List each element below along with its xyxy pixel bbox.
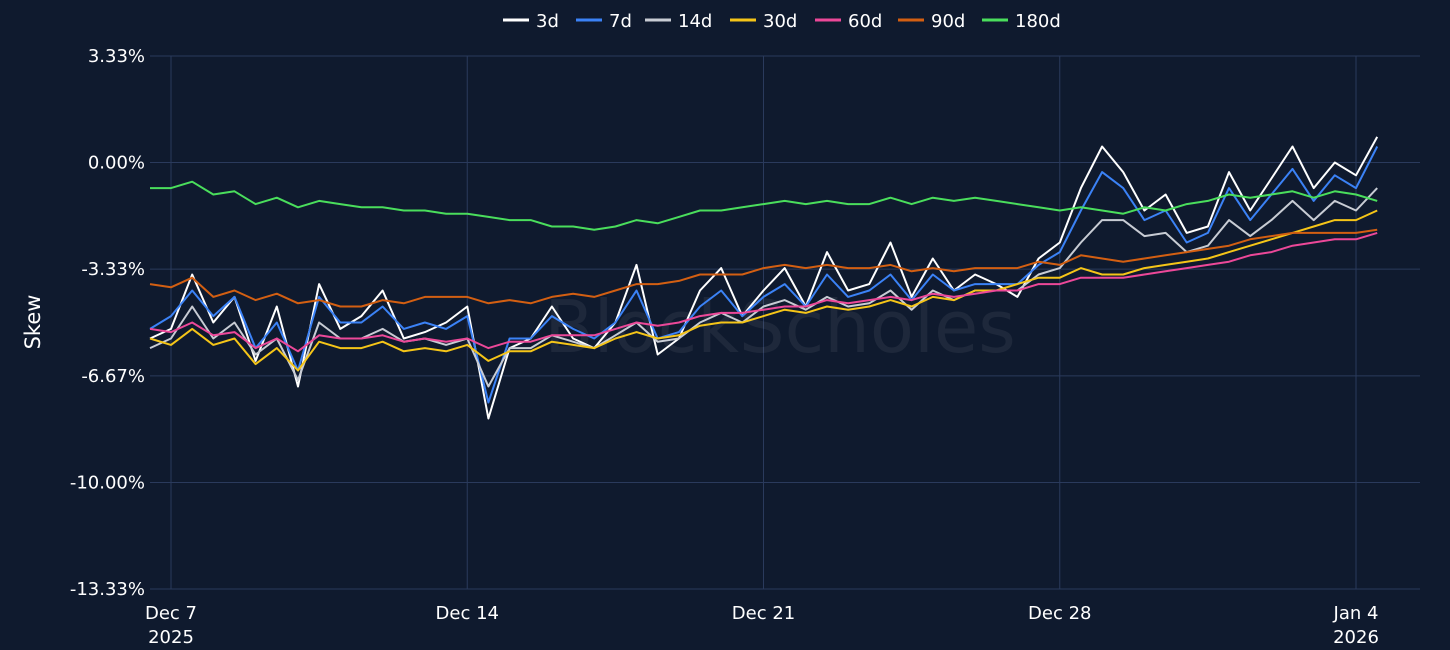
- x-tick-label: Dec 14: [436, 603, 499, 624]
- x-axis-ticks: Dec 7 2025 Dec 14 Dec 21 Dec 28 Jan 4 2026: [145, 603, 1379, 648]
- x-tick-year-label: 2025: [148, 627, 194, 648]
- y-tick-label: -3.33%: [81, 259, 145, 280]
- legend-label: 14d: [678, 11, 712, 32]
- legend-item-14d[interactable]: 14d: [645, 11, 712, 32]
- legend-item-30d[interactable]: 30d: [730, 11, 797, 32]
- series-line-30d: [149, 209, 1378, 372]
- legend-label: 3d: [536, 11, 559, 32]
- y-tick-label: -6.67%: [81, 366, 145, 387]
- legend-item-3d[interactable]: 3d: [503, 11, 559, 32]
- series-line-3d: [149, 136, 1379, 420]
- legend-label: 7d: [609, 11, 632, 32]
- x-tick-label: Jan 4: [1333, 603, 1379, 624]
- legend: 3d 7d 14d 30d 60d 90d 180d: [503, 11, 1061, 32]
- y-tick-label: 3.33%: [88, 46, 145, 67]
- series-lines: [149, 136, 1379, 420]
- x-tick-year-label: 2026: [1333, 627, 1379, 648]
- legend-item-90d[interactable]: 90d: [898, 11, 965, 32]
- legend-label: 90d: [931, 11, 965, 32]
- series-line-7d: [149, 146, 1379, 404]
- x-tick-label: Dec 28: [1028, 603, 1091, 624]
- x-tick-label: Dec 21: [732, 603, 795, 624]
- series-line-180d: [150, 180, 1378, 231]
- legend-item-7d[interactable]: 7d: [576, 11, 632, 32]
- watermark: BlockScholes: [544, 285, 1016, 369]
- y-axis-ticks: 3.33% 0.00% -3.33% -6.67% -10.00% -13.33%: [70, 46, 145, 600]
- y-tick-label: 0.00%: [88, 153, 145, 174]
- series-line-90d: [149, 228, 1378, 308]
- legend-item-180d[interactable]: 180d: [982, 11, 1061, 32]
- legend-item-60d[interactable]: 60d: [815, 11, 882, 32]
- legend-label: 180d: [1015, 11, 1061, 32]
- x-tick-label: Dec 7: [145, 603, 197, 624]
- series-line-60d: [149, 231, 1378, 353]
- legend-label: 60d: [848, 11, 882, 32]
- legend-label: 30d: [763, 11, 797, 32]
- y-axis-title: Skew: [21, 295, 45, 350]
- y-tick-label: -10.00%: [70, 472, 145, 493]
- y-tick-label: -13.33%: [70, 579, 145, 600]
